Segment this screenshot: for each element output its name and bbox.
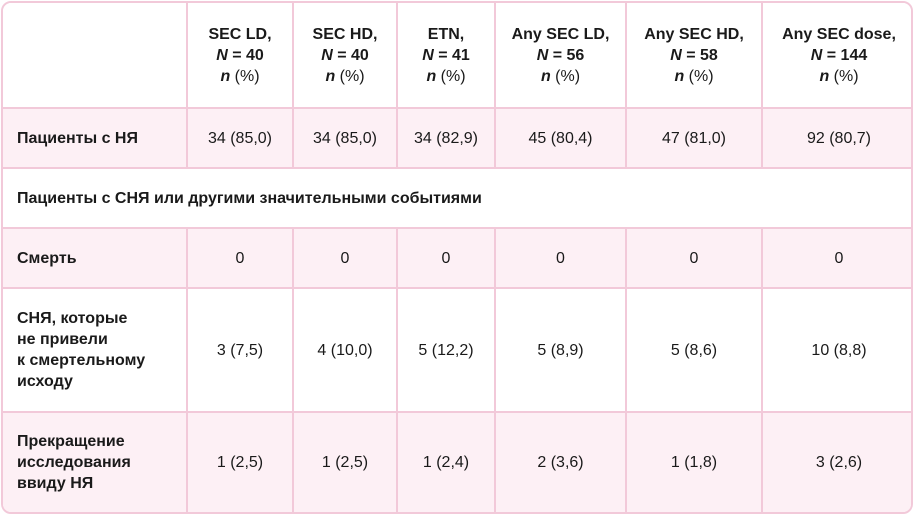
table-row-discontinuation: Прекращение исследования ввиду НЯ 1 (2,5… bbox=[3, 411, 911, 512]
header-any-sec-hd: Any SEC HD, N = 58 n (%) bbox=[625, 3, 763, 109]
cell-value: 0 bbox=[292, 227, 398, 289]
cell-value: 2 (3,6) bbox=[494, 411, 627, 512]
cell-value: 4 (10,0) bbox=[292, 287, 398, 413]
cell-value: 45 (80,4) bbox=[494, 107, 627, 169]
cell-value: 5 (8,9) bbox=[494, 287, 627, 413]
cell-value: 1 (2,4) bbox=[396, 411, 496, 512]
row-label-patients-ae: Пациенты с НЯ bbox=[3, 107, 188, 169]
header-any-sec-ld: Any SEC LD, N = 56 n (%) bbox=[494, 3, 627, 109]
header-any-sec-dose: Any SEC dose, N = 144 n (%) bbox=[761, 3, 911, 109]
cell-value: 5 (12,2) bbox=[396, 287, 496, 413]
cell-value: 34 (82,9) bbox=[396, 107, 496, 169]
table-row-death: Смерть 0 0 0 0 0 0 bbox=[3, 227, 911, 289]
row-label-discontinuation: Прекращение исследования ввиду НЯ bbox=[3, 411, 188, 512]
table-header-row: SEC LD, N = 40 n (%) SEC HD, N = 40 n (%… bbox=[3, 3, 911, 109]
cell-value: 5 (8,6) bbox=[625, 287, 763, 413]
cell-value: 0 bbox=[625, 227, 763, 289]
header-sec-ld: SEC LD, N = 40 n (%) bbox=[186, 3, 294, 109]
table-row-section-sae: Пациенты с СНЯ или другими значительными… bbox=[3, 167, 911, 229]
cell-value: 3 (7,5) bbox=[186, 287, 294, 413]
cell-value: 3 (2,6) bbox=[761, 411, 911, 512]
row-label-death: Смерть bbox=[3, 227, 188, 289]
cell-value: 47 (81,0) bbox=[625, 107, 763, 169]
header-sec-hd: SEC HD, N = 40 n (%) bbox=[292, 3, 398, 109]
cell-value: 92 (80,7) bbox=[761, 107, 911, 169]
header-etn: ETN, N = 41 n (%) bbox=[396, 3, 496, 109]
cell-value: 0 bbox=[396, 227, 496, 289]
table-row-patients-ae: Пациенты с НЯ 34 (85,0) 34 (85,0) 34 (82… bbox=[3, 107, 911, 169]
table-row-sae-nonfatal: СНЯ, которые не привели к смертельному и… bbox=[3, 287, 911, 413]
section-heading-sae: Пациенты с СНЯ или другими значительными… bbox=[3, 167, 911, 229]
cell-value: 10 (8,8) bbox=[761, 287, 911, 413]
cell-value: 0 bbox=[186, 227, 294, 289]
cell-value: 0 bbox=[494, 227, 627, 289]
row-label-sae-nonfatal: СНЯ, которые не привели к смертельному и… bbox=[3, 287, 188, 413]
cell-value: 1 (2,5) bbox=[186, 411, 294, 512]
header-empty-cell bbox=[3, 3, 188, 109]
cell-value: 34 (85,0) bbox=[292, 107, 398, 169]
cell-value: 1 (1,8) bbox=[625, 411, 763, 512]
cell-value: 1 (2,5) bbox=[292, 411, 398, 512]
cell-value: 34 (85,0) bbox=[186, 107, 294, 169]
cell-value: 0 bbox=[761, 227, 911, 289]
ae-summary-table: SEC LD, N = 40 n (%) SEC HD, N = 40 n (%… bbox=[3, 3, 911, 512]
